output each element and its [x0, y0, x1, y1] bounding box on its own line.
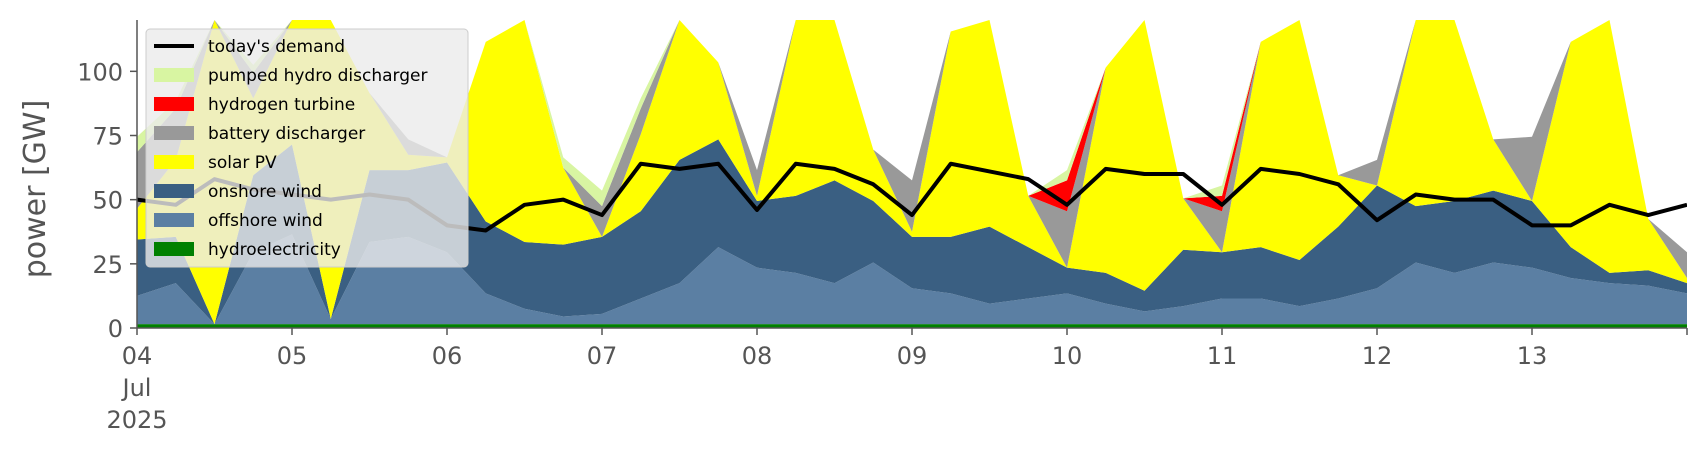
axes: 0 25 50 75 100 04 Jul 2025 05 06 07 08 09 10 11 12 13 pow…: [18, 20, 1688, 434]
y-tick-label: 0: [108, 315, 123, 343]
x-tick-label: 06: [432, 342, 463, 370]
x-tick-label: 11: [1207, 342, 1238, 370]
y-tick-label: 25: [92, 251, 123, 279]
legend-swatch-hydroelectricity: [154, 242, 194, 256]
legend-label-solar-pv: solar PV: [208, 153, 277, 173]
area-battery-discharger: [137, 20, 1687, 278]
legend-box: [145, 28, 469, 268]
legend-label-hydroelectricity: hydroelectricity: [208, 240, 341, 260]
x-tick-label: 04: [122, 342, 153, 370]
y-tick-label: 100: [77, 58, 123, 86]
legend-label-battery-discharger: battery discharger: [208, 124, 365, 144]
legend-label-hydrogen-turbine: hydrogen turbine: [208, 95, 355, 115]
x-tick-label: Jul: [121, 374, 152, 402]
legend-label-offshore-wind: offshore wind: [208, 211, 323, 231]
y-tick-label: 50: [92, 187, 123, 215]
x-tick-label: 13: [1517, 342, 1548, 370]
area-onshore-wind: [137, 139, 1687, 325]
area-hydroelectricity: [137, 324, 1687, 328]
legend: today's demand pumped hydro discharger hyd…: [145, 28, 469, 268]
x-tick-label: 05: [277, 342, 308, 370]
legend-swatch-hydrogen-turbine: [154, 97, 194, 111]
x-tick-label: 12: [1362, 342, 1393, 370]
x-tick-label: 10: [1052, 342, 1083, 370]
x-tick-label: 08: [742, 342, 773, 370]
legend-label-onshore-wind: onshore wind: [208, 182, 322, 202]
legend-label-pumped-hydro-discharger: pumped hydro discharger: [208, 66, 427, 86]
x-tick-label: 09: [897, 342, 928, 370]
area-solar-pv: [137, 20, 1687, 325]
legend-swatch-onshore-wind: [154, 184, 194, 198]
legend-swatch-battery-discharger: [154, 126, 194, 140]
legend-swatch-pumped-hydro-discharger: [154, 68, 194, 82]
legend-swatch-solar-pv: [154, 155, 194, 169]
legend-label-today-s-demand: today's demand: [208, 37, 345, 57]
x-tick-label: 07: [587, 342, 618, 370]
y-tick-label: 75: [92, 123, 123, 151]
y-axis-label: power [GW]: [18, 100, 53, 279]
x-tick-label: 2025: [106, 406, 167, 434]
legend-swatch-offshore-wind: [154, 213, 194, 227]
